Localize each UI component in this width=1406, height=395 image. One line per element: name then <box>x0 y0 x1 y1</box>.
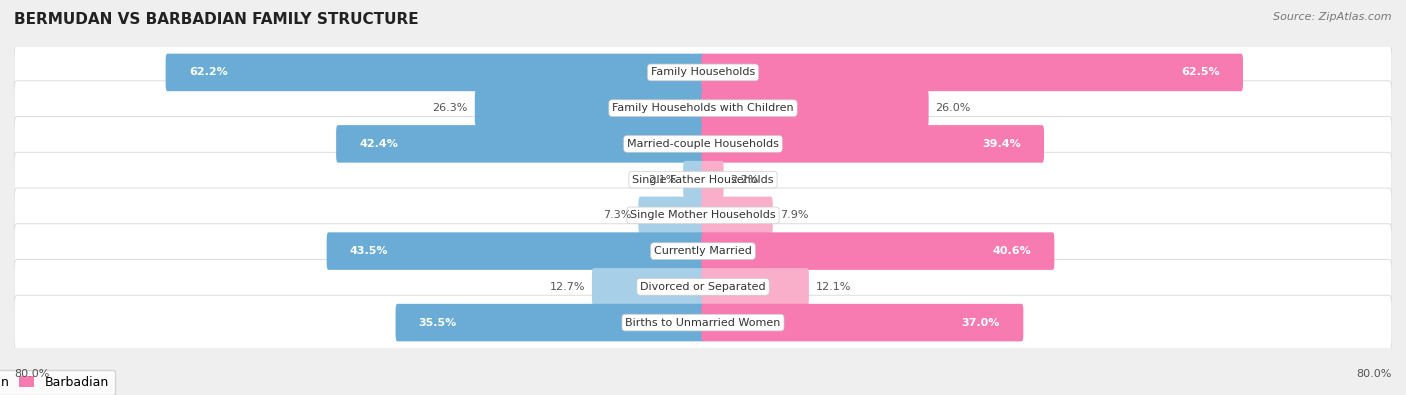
FancyBboxPatch shape <box>336 125 704 163</box>
FancyBboxPatch shape <box>14 81 1392 135</box>
FancyBboxPatch shape <box>702 304 1024 341</box>
FancyBboxPatch shape <box>14 117 1392 171</box>
Text: Single Mother Households: Single Mother Households <box>630 211 776 220</box>
FancyBboxPatch shape <box>638 197 704 234</box>
FancyBboxPatch shape <box>702 268 808 306</box>
FancyBboxPatch shape <box>702 197 773 234</box>
Text: Currently Married: Currently Married <box>654 246 752 256</box>
Text: 2.2%: 2.2% <box>731 175 759 184</box>
Text: Single Father Households: Single Father Households <box>633 175 773 184</box>
Text: Family Households with Children: Family Households with Children <box>612 103 794 113</box>
FancyBboxPatch shape <box>702 89 928 127</box>
FancyBboxPatch shape <box>702 232 1054 270</box>
FancyBboxPatch shape <box>14 260 1392 314</box>
Text: 62.2%: 62.2% <box>188 68 228 77</box>
Text: 7.9%: 7.9% <box>780 211 808 220</box>
FancyBboxPatch shape <box>14 152 1392 207</box>
Text: Married-couple Households: Married-couple Households <box>627 139 779 149</box>
Text: 62.5%: 62.5% <box>1181 68 1219 77</box>
Text: 12.7%: 12.7% <box>550 282 585 292</box>
FancyBboxPatch shape <box>14 45 1392 100</box>
FancyBboxPatch shape <box>14 224 1392 278</box>
Text: Divorced or Separated: Divorced or Separated <box>640 282 766 292</box>
Text: 80.0%: 80.0% <box>1357 369 1392 379</box>
FancyBboxPatch shape <box>14 188 1392 243</box>
FancyBboxPatch shape <box>326 232 704 270</box>
Text: 42.4%: 42.4% <box>360 139 398 149</box>
Text: 26.0%: 26.0% <box>935 103 972 113</box>
FancyBboxPatch shape <box>395 304 704 341</box>
FancyBboxPatch shape <box>683 161 704 198</box>
Text: 43.5%: 43.5% <box>350 246 388 256</box>
Text: 35.5%: 35.5% <box>419 318 457 327</box>
Text: 12.1%: 12.1% <box>815 282 851 292</box>
Text: Family Households: Family Households <box>651 68 755 77</box>
Text: 7.3%: 7.3% <box>603 211 631 220</box>
FancyBboxPatch shape <box>702 161 724 198</box>
FancyBboxPatch shape <box>475 89 704 127</box>
Text: 40.6%: 40.6% <box>993 246 1031 256</box>
Text: Births to Unmarried Women: Births to Unmarried Women <box>626 318 780 327</box>
Text: 80.0%: 80.0% <box>14 369 49 379</box>
Text: BERMUDAN VS BARBADIAN FAMILY STRUCTURE: BERMUDAN VS BARBADIAN FAMILY STRUCTURE <box>14 12 419 27</box>
FancyBboxPatch shape <box>702 54 1243 91</box>
Text: 37.0%: 37.0% <box>962 318 1000 327</box>
Text: Source: ZipAtlas.com: Source: ZipAtlas.com <box>1274 12 1392 22</box>
Text: 39.4%: 39.4% <box>981 139 1021 149</box>
Text: 2.1%: 2.1% <box>648 175 676 184</box>
FancyBboxPatch shape <box>702 125 1045 163</box>
FancyBboxPatch shape <box>592 268 704 306</box>
FancyBboxPatch shape <box>166 54 704 91</box>
Text: 26.3%: 26.3% <box>433 103 468 113</box>
FancyBboxPatch shape <box>14 295 1392 350</box>
Legend: Bermudan, Barbadian: Bermudan, Barbadian <box>0 370 115 395</box>
